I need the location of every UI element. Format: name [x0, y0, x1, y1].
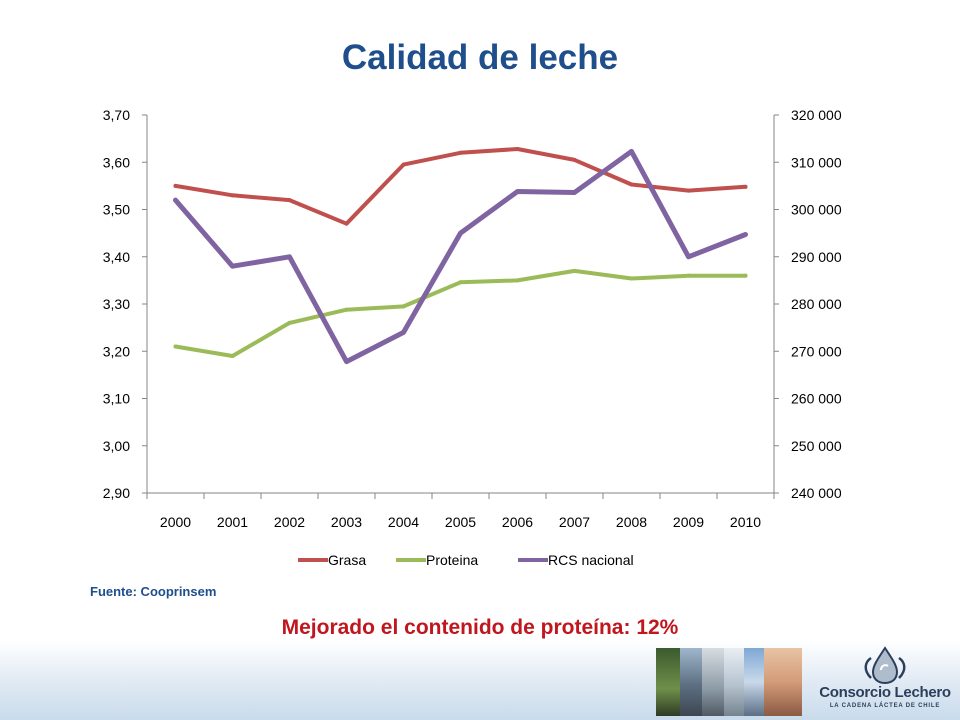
data-point-proteina	[458, 280, 463, 285]
source-caption: Fuente: Cooprinsem	[90, 584, 217, 599]
data-point-rcs-nacional	[401, 330, 406, 335]
data-point-proteina	[344, 307, 349, 312]
legend-label: Proteina	[426, 552, 478, 568]
data-point-grasa	[458, 150, 463, 155]
data-point-grasa	[686, 188, 691, 193]
cow-photo	[656, 648, 680, 716]
data-point-rcs-nacional	[572, 190, 577, 195]
factory-photo	[702, 648, 724, 716]
legend-label: Grasa	[328, 552, 366, 568]
drop-splash-icon	[864, 646, 906, 685]
x-tick-label: 2005	[445, 514, 476, 530]
data-point-rcs-nacional	[686, 254, 691, 259]
data-point-grasa	[572, 157, 577, 162]
page-title: Calidad de leche	[341, 38, 619, 77]
milking-photo	[680, 648, 702, 716]
x-tick-label: 2007	[559, 514, 590, 530]
x-tick-label: 2006	[502, 514, 533, 530]
consorcio-lechero-logo: Consorcio Lechero LA CADENA LÁCTEA DE CH…	[815, 646, 955, 716]
data-point-grasa	[173, 183, 178, 188]
logo-name: Consorcio Lechero	[819, 684, 951, 701]
data-point-rcs-nacional	[173, 198, 178, 203]
right-tick-label: 250 000	[791, 438, 842, 454]
right-tick-label: 310 000	[791, 154, 842, 170]
data-point-rcs-nacional	[230, 264, 235, 269]
data-point-proteina	[515, 278, 520, 283]
data-point-rcs-nacional	[629, 149, 634, 154]
data-point-proteina	[743, 273, 748, 278]
left-tick-label: 3,70	[103, 107, 130, 123]
left-tick-label: 3,10	[103, 391, 130, 407]
right-tick-label: 300 000	[791, 202, 842, 218]
series-line-rcs-nacional	[173, 148, 748, 365]
data-point-grasa	[515, 147, 520, 152]
left-tick-label: 2,90	[103, 485, 130, 501]
left-tick-label: 3,20	[103, 343, 130, 359]
series-line-grasa	[173, 147, 748, 226]
data-point-grasa	[401, 162, 406, 167]
right-tick-label: 270 000	[791, 343, 842, 359]
left-tick-label: 3,30	[103, 296, 130, 312]
data-point-grasa	[230, 193, 235, 198]
data-point-rcs-nacional	[743, 232, 748, 237]
x-tick-label: 2000	[160, 514, 191, 530]
data-point-rcs-nacional	[458, 231, 463, 236]
data-point-grasa	[629, 182, 634, 187]
data-point-proteina	[629, 276, 634, 281]
left-tick-label: 3,60	[103, 154, 130, 170]
highlight-note: Mejorado el contenido de proteína: 12%	[281, 616, 679, 639]
lab-photo	[724, 648, 744, 716]
data-point-proteina	[401, 304, 406, 309]
data-point-grasa	[344, 221, 349, 226]
photo-collage	[656, 648, 802, 716]
truck-photo	[744, 648, 764, 716]
left-tick-label: 3,40	[103, 249, 130, 265]
x-tick-label: 2001	[217, 514, 248, 530]
right-tick-label: 280 000	[791, 296, 842, 312]
right-tick-label: 290 000	[791, 249, 842, 265]
x-tick-label: 2002	[274, 514, 305, 530]
x-tick-label: 2008	[616, 514, 647, 530]
data-point-grasa	[743, 184, 748, 189]
data-point-proteina	[230, 353, 235, 358]
x-tick-label: 2010	[730, 514, 761, 530]
data-point-proteina	[287, 320, 292, 325]
right-tick-label: 320 000	[791, 107, 842, 123]
data-point-rcs-nacional	[515, 189, 520, 194]
data-point-proteina	[686, 273, 691, 278]
data-point-rcs-nacional	[344, 359, 349, 364]
data-point-grasa	[287, 198, 292, 203]
x-tick-label: 2003	[331, 514, 362, 530]
left-tick-label: 3,00	[103, 438, 130, 454]
right-tick-label: 260 000	[791, 391, 842, 407]
data-point-rcs-nacional	[287, 254, 292, 259]
right-tick-label: 240 000	[791, 485, 842, 501]
x-tick-label: 2009	[673, 514, 704, 530]
legend-label: RCS nacional	[548, 552, 634, 568]
child-photo	[764, 648, 802, 716]
data-point-proteina	[173, 344, 178, 349]
left-tick-label: 3,50	[103, 202, 130, 218]
line-chart: 2,90 3,00 3,10 3,20 3,30 3,40 3,50 3,60 3,70 240 …	[103, 107, 842, 568]
data-point-proteina	[572, 268, 577, 273]
logo-tagline: LA CADENA LÁCTEA DE CHILE	[829, 703, 941, 709]
x-tick-label: 2004	[388, 514, 419, 530]
